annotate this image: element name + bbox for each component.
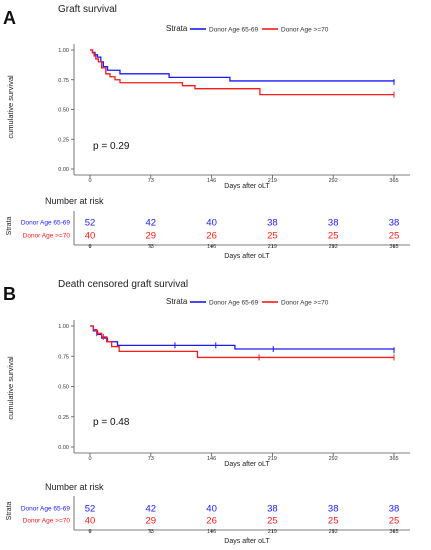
panel-b-title: Death censored graft survival <box>58 279 188 290</box>
risk-x-tick-label: 365 <box>389 244 398 250</box>
panel-a-title: Graft survival <box>58 4 117 15</box>
survival-curve-2 <box>90 49 394 96</box>
risk-x-tick-label: 73 <box>148 244 154 250</box>
risk-value: 38 <box>267 504 278 515</box>
risk-value: 38 <box>267 218 278 229</box>
x-tick-label: 219 <box>268 456 277 462</box>
y-tick-label: 0.50 <box>58 108 69 114</box>
risk-x-tick-label: 219 <box>268 244 277 250</box>
panel-a-risk-xlabel: Days after oLT <box>224 253 270 260</box>
x-tick-label: 146 <box>207 456 216 462</box>
risk-value: 40 <box>206 504 217 515</box>
panel-b-risk-table: 0 73 146 219 292 365 Donor Age 65-69 52 42 40 38 38… <box>21 496 410 535</box>
panel-b-xlabel: Days after oLT <box>224 461 270 468</box>
panel-a-legend-group1: Donor Age 65-69 <box>190 27 259 34</box>
risk-value: 52 <box>85 218 96 229</box>
risk-value: 25 <box>389 516 400 527</box>
legend-b-label-group2: Donor Age >=70 <box>281 300 329 307</box>
risk-value: 40 <box>206 218 217 229</box>
risk-value: 40 <box>85 516 96 527</box>
survival-curve-1 <box>90 325 395 351</box>
risk-value: 38 <box>389 504 400 515</box>
risk-value: 52 <box>85 504 96 515</box>
panel-a-plot: 0.00 0.25 0.50 0.75 1.00 0 73 146 219 292 365 <box>58 44 410 184</box>
panel-b-strata-title: Strata <box>166 297 188 306</box>
risk-value: 29 <box>146 231 157 242</box>
y-tick-label: 0.75 <box>58 354 69 360</box>
y-tick-label: 0.25 <box>58 415 69 421</box>
legend-a-label-group1: Donor Age 65-69 <box>209 27 259 34</box>
x-tick-label: 219 <box>268 178 277 184</box>
risk-row-label: Donor Age 65-69 <box>21 506 71 513</box>
risk-x-tick-label: 0 <box>88 244 91 250</box>
panel-b-risk-ylabel: Strata <box>6 502 13 521</box>
panel-b-letter: B <box>3 284 16 304</box>
risk-value: 26 <box>206 516 217 527</box>
y-tick-label: 1.00 <box>58 324 69 330</box>
panel-a-legend-group2: Donor Age >=70 <box>262 27 329 34</box>
risk-value: 25 <box>267 231 278 242</box>
y-tick-label: 1.00 <box>58 48 69 54</box>
risk-value: 25 <box>328 231 339 242</box>
risk-x-tick-label: 292 <box>329 529 338 535</box>
risk-x-tick-label: 146 <box>207 244 216 250</box>
risk-x-tick-label: 219 <box>268 529 277 535</box>
legend-b-label-group1: Donor Age 65-69 <box>209 300 259 307</box>
y-tick-label: 0.75 <box>58 78 69 84</box>
risk-value: 38 <box>328 218 339 229</box>
survival-curve-2 <box>90 325 394 359</box>
panel-a-strata-title: Strata <box>166 24 188 33</box>
y-tick-label: 0.00 <box>58 167 69 173</box>
risk-value: 42 <box>146 218 157 229</box>
risk-value: 40 <box>85 231 96 242</box>
survival-curve-1 <box>90 49 395 83</box>
risk-value: 42 <box>146 504 157 515</box>
risk-value: 26 <box>206 231 217 242</box>
x-tick-label: 0 <box>88 178 91 184</box>
risk-x-tick-label: 146 <box>207 529 216 535</box>
risk-x-tick-label: 292 <box>329 244 338 250</box>
risk-value: 25 <box>328 516 339 527</box>
panel-b-risk-xlabel: Days after oLT <box>224 538 270 545</box>
x-tick-label: 146 <box>207 178 216 184</box>
x-tick-label: 73 <box>148 178 154 184</box>
risk-row-label: Donor Age 65-69 <box>21 220 71 227</box>
panel-b-legend-group2: Donor Age >=70 <box>262 300 329 307</box>
panel-b-p-value: p = 0.48 <box>93 417 130 428</box>
risk-x-tick-label: 0 <box>88 529 91 535</box>
x-tick-label: 73 <box>148 456 154 462</box>
y-tick-label: 0.25 <box>58 137 69 143</box>
risk-value: 25 <box>267 516 278 527</box>
x-tick-label: 0 <box>88 456 91 462</box>
panel-a-ylabel: cumulative survival <box>6 75 15 139</box>
y-tick-label: 0.50 <box>58 385 69 391</box>
risk-value: 38 <box>389 218 400 229</box>
risk-row-label: Donor Age >=70 <box>23 233 71 240</box>
y-tick-label: 0.00 <box>58 445 69 451</box>
panel-b-plot: 0.00 0.25 0.50 0.75 1.00 0 73 146 219 292 365 <box>58 320 410 462</box>
panel-b-legend-group1: Donor Age 65-69 <box>190 300 259 307</box>
legend-a-label-group2: Donor Age >=70 <box>281 27 329 34</box>
panel-b-risk-title: Number at risk <box>45 482 104 492</box>
risk-value: 38 <box>328 504 339 515</box>
x-tick-label: 292 <box>329 178 338 184</box>
panel-a-p-value: p = 0.29 <box>93 141 130 152</box>
risk-value: 29 <box>146 516 157 527</box>
risk-value: 25 <box>389 231 400 242</box>
panel-a-xlabel: Days after oLT <box>224 183 270 190</box>
x-tick-label: 365 <box>389 456 398 462</box>
risk-row-label: Donor Age >=70 <box>23 518 71 525</box>
risk-x-tick-label: 365 <box>389 529 398 535</box>
panel-b-ylabel: cumulative survival <box>6 356 15 420</box>
panel-a-risk-ylabel: Strata <box>6 217 13 236</box>
panel-a-risk-table: 0 73 146 219 292 365 Donor Age 65-69 52 42 40 38 38… <box>21 211 410 250</box>
x-tick-label: 365 <box>389 178 398 184</box>
panel-a-letter: A <box>3 8 16 28</box>
x-tick-label: 292 <box>329 456 338 462</box>
risk-x-tick-label: 73 <box>148 529 154 535</box>
panel-a-risk-title: Number at risk <box>45 196 104 206</box>
